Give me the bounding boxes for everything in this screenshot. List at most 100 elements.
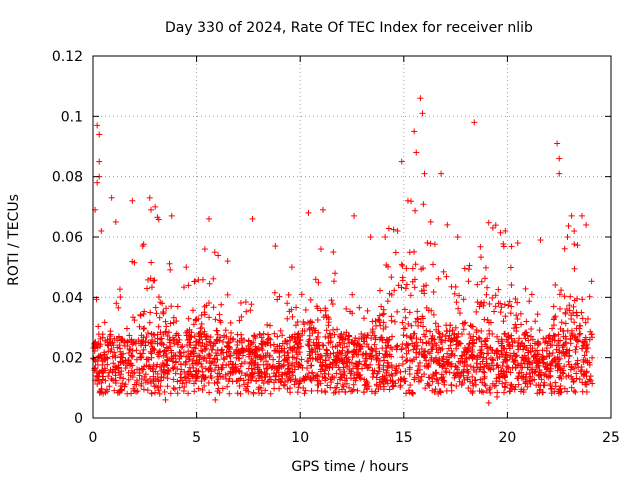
data-point [562, 333, 569, 340]
data-point [490, 357, 497, 364]
data-point [436, 362, 443, 369]
data-point [304, 365, 311, 372]
data-point [131, 369, 138, 376]
data-point [373, 352, 380, 359]
data-point [97, 335, 104, 342]
data-point [467, 363, 474, 370]
x-tick-label: 5 [192, 430, 201, 446]
data-point [513, 324, 520, 331]
data-point [552, 281, 559, 288]
data-point [211, 249, 218, 256]
data-point [186, 326, 193, 333]
data-point [388, 317, 395, 324]
data-point [520, 346, 527, 353]
data-point [569, 376, 576, 383]
data-point [309, 347, 316, 354]
data-point [376, 364, 383, 371]
data-point [154, 376, 161, 383]
data-point [98, 389, 105, 396]
data-point [444, 350, 451, 357]
data-point [191, 278, 198, 285]
data-point [354, 387, 361, 394]
data-point [196, 336, 203, 343]
data-point [461, 265, 468, 272]
data-point [432, 320, 439, 327]
data-point [314, 345, 321, 352]
data-point [421, 290, 428, 297]
data-point [153, 363, 160, 370]
data-point [176, 384, 183, 391]
data-point [207, 339, 214, 346]
data-point [550, 303, 557, 310]
data-point [578, 309, 585, 316]
data-point [481, 299, 488, 306]
data-point [308, 377, 315, 384]
data-point [326, 330, 333, 337]
data-point [404, 197, 411, 204]
data-point [310, 339, 317, 346]
data-point [501, 356, 508, 363]
data-point [568, 384, 575, 391]
data-point [505, 333, 512, 340]
data-point [233, 365, 240, 372]
data-point [262, 370, 269, 377]
data-point [120, 350, 127, 357]
data-point [156, 314, 163, 321]
data-point [470, 382, 477, 389]
data-point [357, 343, 364, 350]
data-point [433, 326, 440, 333]
data-point [555, 360, 562, 367]
data-point [559, 369, 566, 376]
data-point [486, 300, 493, 307]
data-point [112, 218, 119, 225]
data-point [376, 312, 383, 319]
data-point [245, 376, 252, 383]
data-point [121, 342, 128, 349]
data-point [456, 310, 463, 317]
data-point [417, 336, 424, 343]
data-point [369, 374, 376, 381]
data-point [307, 318, 314, 325]
data-point [411, 376, 418, 383]
data-point [322, 307, 329, 314]
data-point [489, 362, 496, 369]
data-point [205, 379, 212, 386]
data-point [392, 249, 399, 256]
data-point [263, 358, 270, 365]
data-point [477, 254, 484, 261]
data-point [453, 341, 460, 348]
data-point [136, 370, 143, 377]
data-point [267, 322, 274, 329]
data-point [162, 318, 169, 325]
data-point [513, 312, 520, 319]
data-point [574, 242, 581, 249]
data-point [295, 384, 302, 391]
data-point [412, 207, 419, 214]
data-point [454, 366, 461, 373]
data-point [318, 353, 325, 360]
data-point [542, 363, 549, 370]
data-point [495, 338, 502, 345]
data-point [201, 328, 208, 335]
data-point [482, 337, 489, 344]
data-point [480, 354, 487, 361]
data-point [157, 329, 164, 336]
data-point [192, 345, 199, 352]
data-point [570, 303, 577, 310]
data-point [411, 284, 418, 291]
data-point [200, 331, 207, 338]
data-point [163, 361, 170, 368]
data-point [541, 379, 548, 386]
data-point [264, 321, 271, 328]
data-point [174, 303, 181, 310]
data-point [492, 303, 499, 310]
data-point [264, 350, 271, 357]
data-point [321, 370, 328, 377]
data-point [154, 384, 161, 391]
data-point [367, 350, 374, 357]
data-point [326, 364, 333, 371]
data-point [411, 248, 418, 255]
data-point [162, 396, 169, 403]
data-point [449, 327, 456, 334]
data-point [250, 389, 257, 396]
